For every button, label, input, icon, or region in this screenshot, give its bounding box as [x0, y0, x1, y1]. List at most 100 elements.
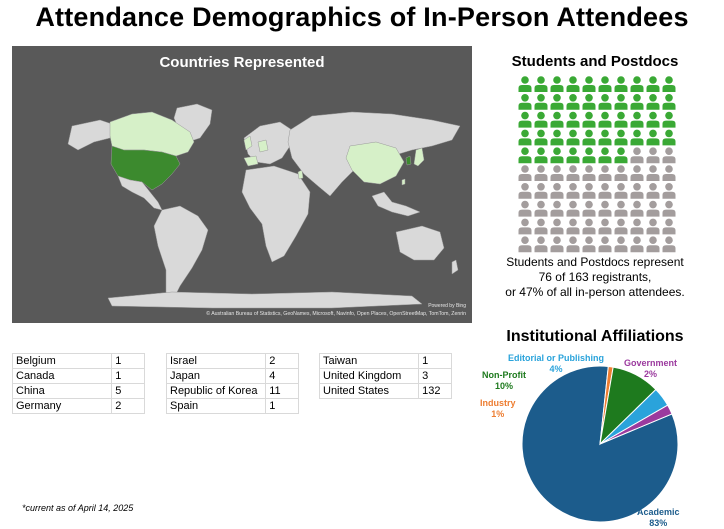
person-icon [582, 200, 596, 217]
country-count: 1 [418, 353, 452, 369]
table-row: Republic of Korea 11 [165, 383, 299, 399]
person-icon [630, 111, 644, 128]
map-korea [405, 155, 412, 166]
label-academic-value: 83% [649, 518, 668, 528]
person-icon [630, 165, 644, 181]
person-icon [550, 236, 564, 253]
person-icon [614, 147, 628, 164]
person-icon [518, 76, 532, 92]
person-icon [662, 218, 676, 235]
person-icon [614, 129, 628, 146]
table-row: United Kingdom 3 [318, 368, 452, 384]
label-editorial: Editorial or Publishing 4% [508, 353, 604, 375]
person-icon [534, 76, 548, 92]
country-name: Belgium [11, 353, 113, 369]
person-icon [518, 165, 532, 181]
label-academic-name: Academic [637, 507, 680, 517]
country-count: 1 [111, 353, 145, 369]
person-icon [518, 94, 532, 110]
label-nonprofit-name: Non-Profit [482, 370, 526, 380]
person-icon [566, 183, 580, 199]
map-south-america [153, 205, 209, 303]
person-icon [550, 111, 564, 128]
person-icon [646, 218, 660, 235]
person-icon [582, 183, 596, 199]
label-industry-name: Industry [480, 398, 516, 408]
label-nonprofit-value: 10% [494, 381, 513, 391]
person-icon [566, 111, 580, 128]
person-icon [598, 111, 612, 128]
country-count: 11 [265, 383, 299, 399]
person-icon [598, 236, 612, 253]
person-icon [566, 94, 580, 110]
students-people-grid [518, 76, 676, 253]
person-icon [630, 236, 644, 253]
label-industry: Industry 1% [480, 398, 516, 420]
person-icon [598, 76, 612, 92]
country-count: 132 [418, 383, 452, 399]
country-name: Israel [165, 353, 267, 369]
map-china [345, 141, 405, 185]
country-name: Japan [165, 368, 267, 384]
person-icon [598, 218, 612, 235]
country-name: United Kingdom [318, 368, 420, 384]
person-icon [566, 218, 580, 235]
students-line-3: or 47% of all in-person attendees. [505, 285, 685, 299]
country-name: Spain [165, 398, 267, 414]
country-table-1: Belgium 1 Canada 1 China 5 Germany 2 [11, 353, 145, 414]
person-icon [550, 218, 564, 235]
map-southeast-asia [371, 191, 421, 217]
country-name: Germany [11, 398, 113, 414]
map-japan [413, 147, 425, 167]
person-icon [630, 76, 644, 92]
map-title: Countries Represented [159, 54, 325, 71]
pie-slice-government [599, 404, 673, 445]
person-icon [518, 183, 532, 199]
country-count: 4 [265, 368, 299, 384]
person-icon [550, 129, 564, 146]
person-icon [582, 165, 596, 181]
map-australia [395, 225, 445, 261]
map-israel [297, 169, 304, 180]
person-icon [630, 218, 644, 235]
country-count: 1 [111, 368, 145, 384]
country-table-3: Taiwan 1 United Kingdom 3 United States 132 [318, 353, 452, 399]
person-icon [614, 111, 628, 128]
table-row: Belgium 1 [11, 353, 145, 369]
person-icon [534, 236, 548, 253]
person-icon [550, 147, 564, 164]
person-icon [646, 94, 660, 110]
country-name: Taiwan [318, 353, 420, 369]
person-icon [550, 76, 564, 92]
person-icon [598, 129, 612, 146]
person-icon [566, 76, 580, 92]
person-icon [646, 200, 660, 217]
person-icon [550, 165, 564, 181]
person-icon [534, 129, 548, 146]
person-icon [582, 94, 596, 110]
person-icon [662, 111, 676, 128]
person-icon [662, 236, 676, 253]
person-icon [582, 129, 596, 146]
person-icon [662, 94, 676, 110]
label-industry-value: 1% [491, 409, 505, 419]
country-name: United States [318, 383, 420, 399]
map-spain [243, 155, 259, 167]
page-title: Attendance Demographics of In-Person Att… [35, 2, 689, 32]
person-icon [630, 183, 644, 199]
person-icon [614, 76, 628, 92]
person-icon [534, 165, 548, 181]
person-icon [550, 200, 564, 217]
students-title: Students and Postdocs [511, 53, 679, 70]
person-icon [598, 183, 612, 199]
person-icon [646, 236, 660, 253]
students-line-2: 76 of 163 registrants, [538, 270, 652, 284]
map-africa [241, 165, 311, 263]
affiliations-pie-chart [521, 365, 679, 523]
person-icon [614, 218, 628, 235]
footnote: *current as of April 14, 2025 [22, 503, 134, 513]
person-icon [630, 129, 644, 146]
person-icon [662, 200, 676, 217]
person-icon [518, 111, 532, 128]
person-icon [534, 183, 548, 199]
